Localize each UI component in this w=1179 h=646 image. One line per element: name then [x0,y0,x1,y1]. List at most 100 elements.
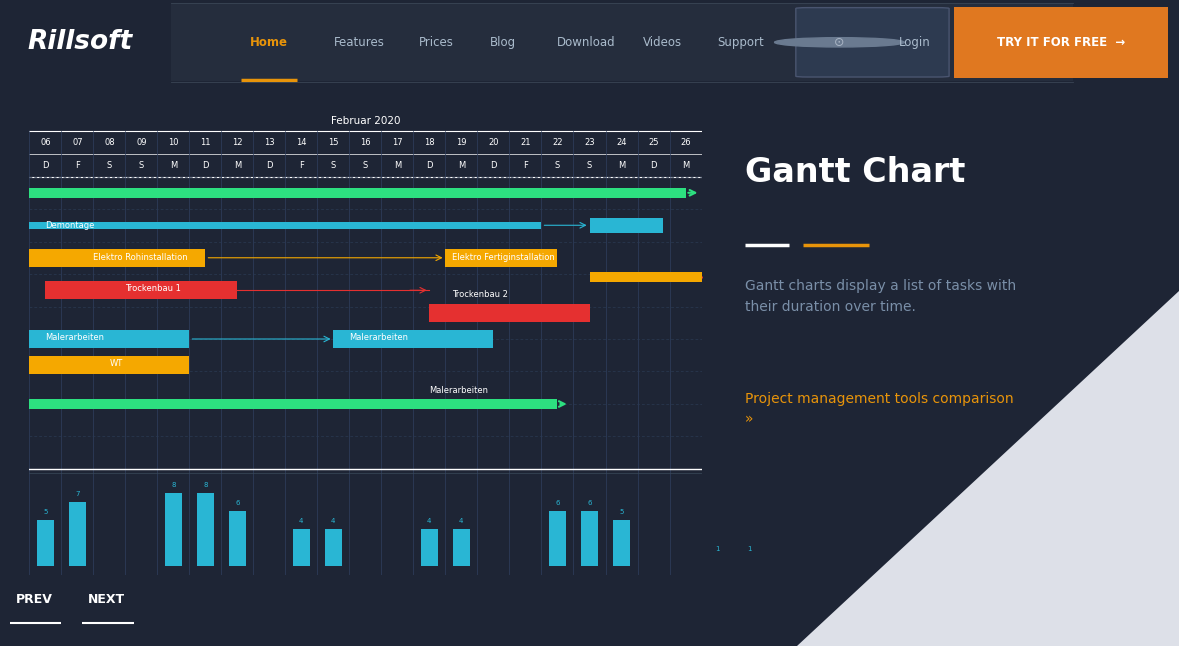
Bar [29,249,205,267]
Text: 6: 6 [235,500,239,506]
Text: Prices: Prices [419,36,454,49]
Text: 4: 4 [331,518,336,525]
Text: S: S [363,161,368,170]
Bar [46,281,237,299]
Bar [229,511,246,565]
Text: 08: 08 [104,138,114,147]
Text: Demontage: Demontage [46,221,94,230]
Text: 21: 21 [520,138,531,147]
Text: D: D [266,161,272,170]
Text: WT: WT [110,359,123,368]
Bar [740,556,758,565]
Text: 25: 25 [648,138,659,147]
Text: 4: 4 [459,518,463,525]
Text: S: S [139,161,144,170]
Text: D: D [42,161,48,170]
Polygon shape [797,291,1179,646]
Text: Download: Download [556,36,615,49]
Text: Elektro Rohinstallation: Elektro Rohinstallation [93,253,189,262]
Text: M: M [170,161,177,170]
Text: D: D [427,161,433,170]
Text: F: F [75,161,80,170]
Text: M: M [457,161,466,170]
Text: 1: 1 [747,546,751,552]
FancyBboxPatch shape [171,3,1073,81]
Text: D: D [651,161,657,170]
Text: Videos: Videos [643,36,683,49]
Bar [334,330,494,348]
Bar [29,188,685,198]
Text: 14: 14 [296,138,307,147]
Text: NEXT: NEXT [87,593,125,606]
Text: F: F [523,161,528,170]
Text: S: S [587,161,592,170]
FancyBboxPatch shape [796,8,949,77]
Bar [324,529,342,565]
Text: M: M [394,161,401,170]
Text: 17: 17 [393,138,403,147]
Bar [29,330,190,348]
Text: D: D [490,161,496,170]
Text: PREV: PREV [17,593,53,606]
Text: 07: 07 [72,138,83,147]
Text: 15: 15 [328,138,338,147]
Bar [165,492,182,565]
Text: Project management tools comparison
»: Project management tools comparison » [745,391,1014,426]
Bar [29,399,558,408]
Text: S: S [107,161,112,170]
Text: 10: 10 [169,138,179,147]
Text: 11: 11 [200,138,211,147]
Bar [446,249,558,267]
Text: Trockenbau 1: Trockenbau 1 [125,284,182,293]
Text: S: S [555,161,560,170]
Text: S: S [331,161,336,170]
Bar [590,218,663,233]
Text: 19: 19 [456,138,467,147]
Text: 5: 5 [44,509,47,516]
FancyBboxPatch shape [954,6,1168,78]
Text: M: M [681,161,690,170]
Text: 13: 13 [264,138,275,147]
Bar [709,556,726,565]
Text: 5: 5 [619,509,624,516]
Text: 09: 09 [137,138,146,147]
Bar [29,356,190,374]
Bar [590,273,702,282]
Bar [548,511,566,565]
Text: 6: 6 [555,500,560,506]
Text: 06: 06 [40,138,51,147]
Text: 23: 23 [584,138,595,147]
Text: Gantt charts display a list of tasks with
their duration over time.: Gantt charts display a list of tasks wit… [745,279,1016,313]
Text: 1: 1 [716,546,719,552]
Text: TRY IT FOR FREE  →: TRY IT FOR FREE → [997,36,1125,49]
Text: 24: 24 [617,138,627,147]
Bar [580,511,598,565]
Text: 26: 26 [680,138,691,147]
Text: 22: 22 [552,138,562,147]
Text: D: D [203,161,209,170]
Text: Elektro Fertiginstallation: Elektro Fertiginstallation [452,253,554,262]
Text: 4: 4 [299,518,303,525]
Bar [421,529,439,565]
Text: Blog: Blog [490,36,516,49]
Text: Malerarbeiten: Malerarbeiten [349,333,408,342]
Text: 18: 18 [424,138,435,147]
Bar [29,222,541,229]
Text: Rillsoft: Rillsoft [27,29,133,56]
Bar [453,529,470,565]
Bar [37,520,54,565]
Text: 4: 4 [427,518,432,525]
Bar [429,304,590,322]
Text: 8: 8 [171,482,176,488]
Text: M: M [233,161,242,170]
Text: M: M [618,161,625,170]
Text: 16: 16 [360,138,371,147]
Text: Login: Login [898,36,930,49]
Text: F: F [299,161,304,170]
Text: Features: Features [334,36,386,49]
Text: ⊙: ⊙ [835,36,844,49]
Text: Malerarbeiten: Malerarbeiten [46,333,105,342]
Bar [197,492,215,565]
Bar [613,520,630,565]
Text: Support: Support [717,36,764,49]
